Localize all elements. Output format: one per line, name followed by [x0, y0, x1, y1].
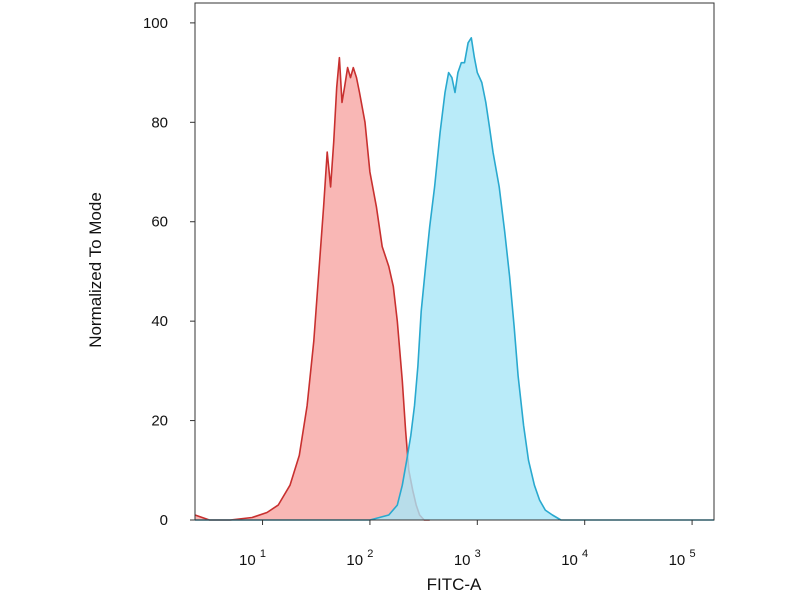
- y-tick-label: 0: [160, 512, 168, 529]
- y-tick-label: 20: [151, 413, 168, 430]
- series-0-line: [194, 56, 430, 521]
- series-1-area: [195, 37, 714, 521]
- x-axis-label: FITC-A: [427, 575, 482, 594]
- y-tick-label: 40: [151, 313, 168, 330]
- x-tick-label: 10 4: [561, 548, 588, 569]
- x-axis-ticks: 10 1 10 2 10 3 10 4 10 5: [239, 520, 696, 569]
- series-layer: [194, 37, 714, 521]
- series-1-line: [195, 37, 714, 521]
- plot-frame: [194, 2, 715, 521]
- y-axis-ticks: 0 20 40 60 80 100: [143, 15, 195, 529]
- x-tick-label: 10 3: [454, 548, 481, 569]
- x-tick-label: 10 2: [346, 548, 373, 569]
- y-axis-label: Normalized To Mode: [86, 192, 105, 348]
- y-tick-label: 60: [151, 214, 168, 231]
- x-tick-label: 10 1: [239, 548, 266, 569]
- series-0-area: [195, 57, 430, 520]
- y-tick-label: 100: [143, 15, 168, 32]
- x-tick-label: 10 5: [669, 548, 696, 569]
- y-tick-label: 80: [151, 114, 168, 131]
